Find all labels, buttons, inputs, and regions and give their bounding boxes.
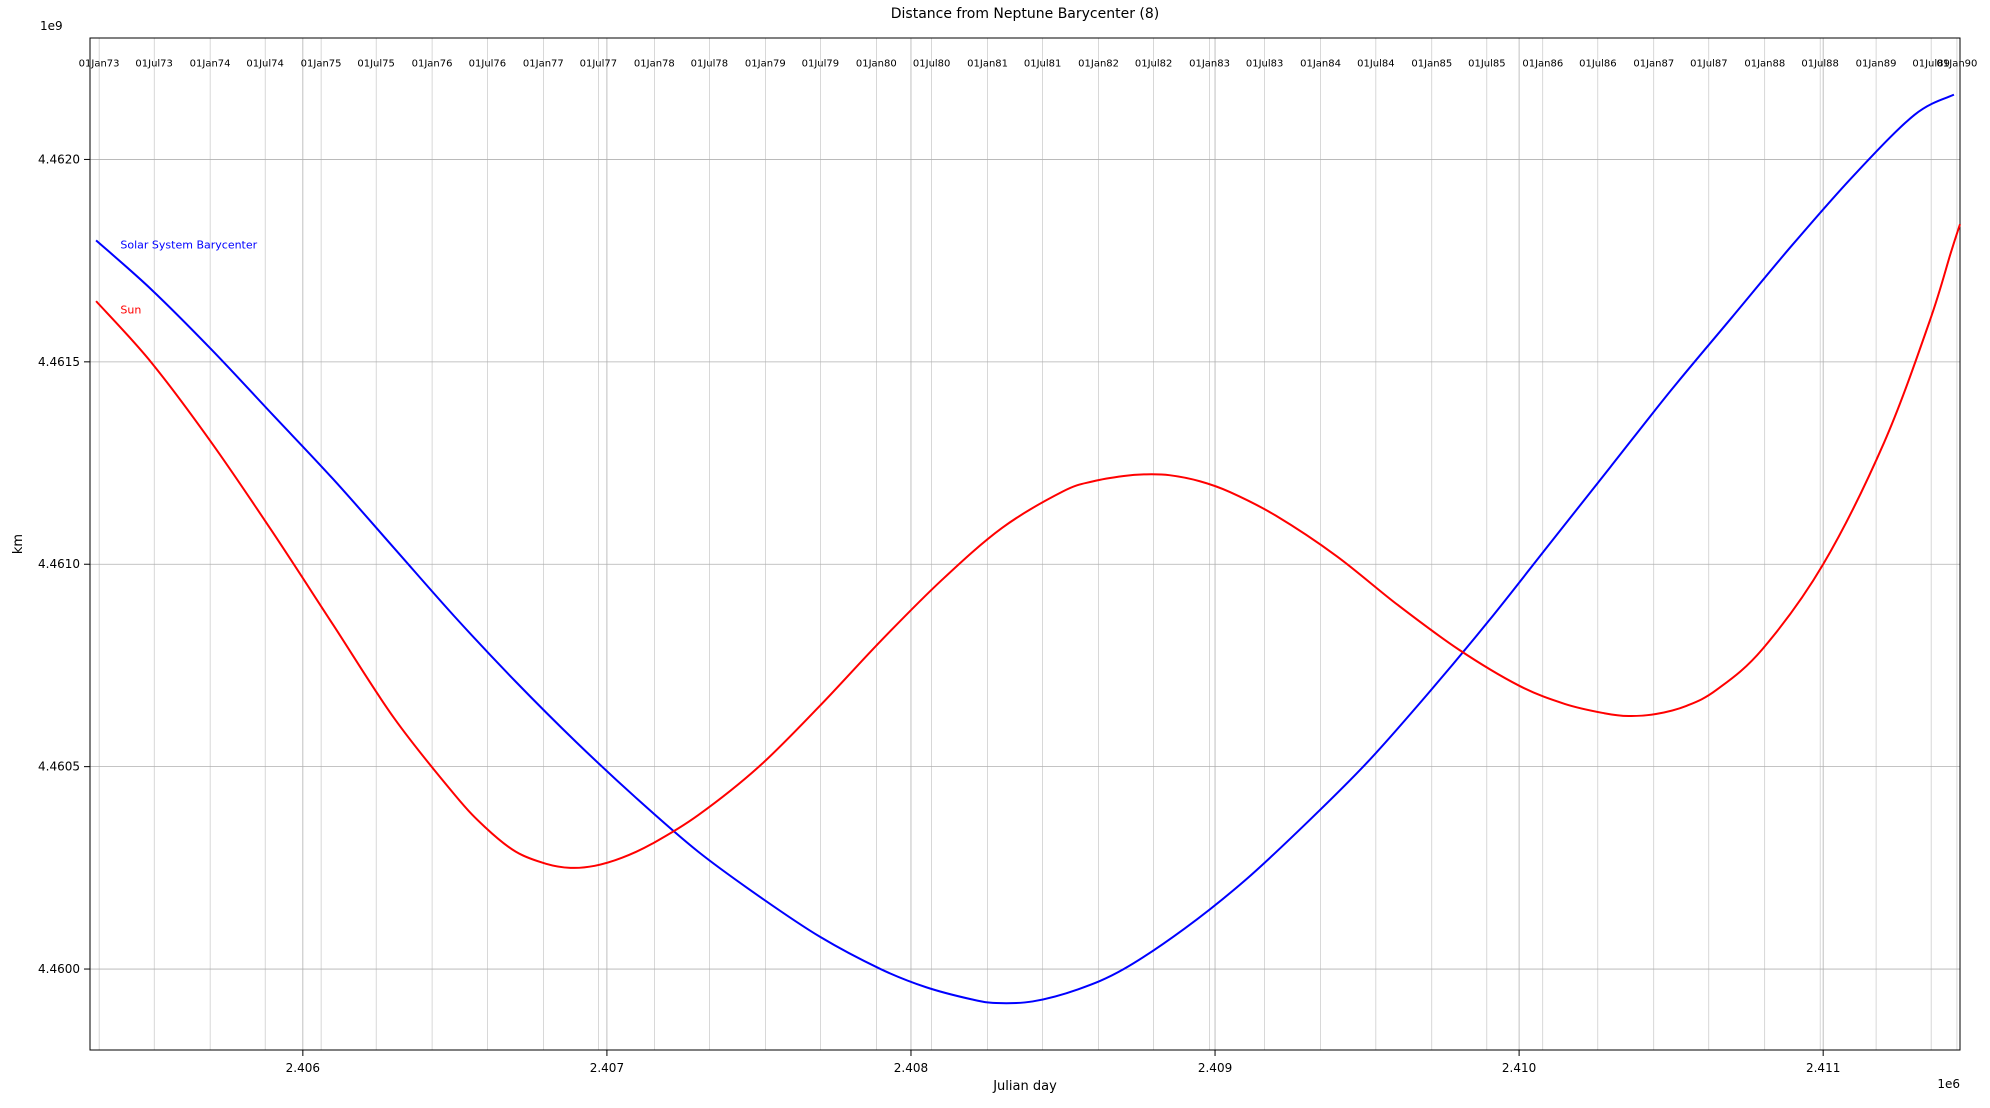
date-label: 01Jul77 <box>580 58 618 69</box>
date-label: 01Jan89 <box>1856 58 1897 69</box>
ylabel: km <box>11 534 26 554</box>
date-label: 01Jan85 <box>1411 58 1452 69</box>
series-label: Solar System Barycenter <box>120 238 257 251</box>
xtick-label: 2.410 <box>1502 1061 1536 1075</box>
date-label: 01Jan77 <box>523 58 564 69</box>
ytick-label: 4.4605 <box>38 760 80 774</box>
date-label: 01Jul80 <box>913 58 951 69</box>
ytick-label: 4.4610 <box>38 557 80 571</box>
date-label: 01Jan74 <box>190 58 231 69</box>
ytick-label: 4.4620 <box>38 152 80 166</box>
series-label: Sun <box>120 303 141 316</box>
date-label: 01Jan81 <box>967 58 1008 69</box>
y-offset-text: 1e9 <box>40 19 63 33</box>
axes-frame <box>90 38 1960 1050</box>
xtick-label: 2.409 <box>1198 1061 1232 1075</box>
date-label: 01Jan75 <box>301 58 342 69</box>
date-label: 01Jan84 <box>1300 58 1341 69</box>
series-solar-system-barycenter <box>96 95 1954 1004</box>
ytick-label: 4.4600 <box>38 962 80 976</box>
distance-chart: 2.406 2.407 2.408 2.409 2.410 2.411 4.4600 4.46… <box>0 0 1990 1108</box>
date-label: 01Jan76 <box>412 58 453 69</box>
xtick-label: 2.411 <box>1806 1061 1840 1075</box>
date-label: 01Jan78 <box>634 58 675 69</box>
date-label: 01Jul87 <box>1690 58 1728 69</box>
xlabel: Julian day <box>992 1079 1057 1094</box>
date-label: 01Jul82 <box>1135 58 1173 69</box>
chart-title: Distance from Neptune Barycenter (8) <box>891 6 1160 22</box>
date-label: 01Jan73 <box>79 58 120 69</box>
date-label: 01Jul85 <box>1468 58 1506 69</box>
date-label: 01Jan88 <box>1744 58 1785 69</box>
date-label: 01Jan80 <box>856 58 897 69</box>
date-label: 01Jan86 <box>1522 58 1563 69</box>
date-label: 01Jul79 <box>802 58 840 69</box>
chart-svg: 2.406 2.407 2.408 2.409 2.410 2.411 4.4600 4.46… <box>0 0 1990 1108</box>
date-label: 01Jul88 <box>1801 58 1839 69</box>
date-label: 01Jul78 <box>691 58 729 69</box>
date-label: 01Jul73 <box>135 58 173 69</box>
xtick-label: 2.408 <box>894 1061 928 1075</box>
series-sun <box>96 224 1960 868</box>
date-label: 01Jan79 <box>745 58 786 69</box>
date-label: 01Jul84 <box>1357 58 1395 69</box>
date-label: 01Jul83 <box>1246 58 1284 69</box>
date-label: 01Jul74 <box>246 58 284 69</box>
date-label: 01Jul76 <box>469 58 507 69</box>
xtick-label: 2.406 <box>286 1061 320 1075</box>
date-label: 01Jul81 <box>1024 58 1062 69</box>
date-label: 01Jan87 <box>1633 58 1674 69</box>
date-label: 01Jul86 <box>1579 58 1617 69</box>
x-offset-text: 1e6 <box>1937 1077 1960 1091</box>
date-label: 01Jan90 <box>1937 58 1978 69</box>
date-label: 01Jan82 <box>1078 58 1119 69</box>
ytick-label: 4.4615 <box>38 355 80 369</box>
xtick-label: 2.407 <box>590 1061 624 1075</box>
date-label: 01Jan83 <box>1189 58 1230 69</box>
date-label: 01Jul75 <box>357 58 395 69</box>
